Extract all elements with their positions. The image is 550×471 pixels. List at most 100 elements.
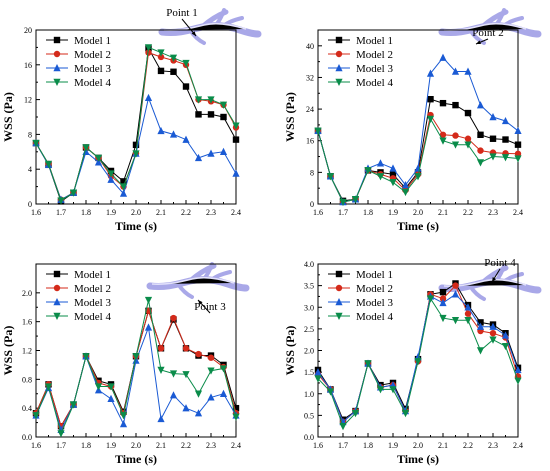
data-point-model-1 [170,68,177,75]
chart-panel-3: 1.6 1.7 1.8 1.9 2.0 2.1 2.2 2.3 2.4 0.0 0.4 0.8 1.2 1… [1,262,250,466]
series-line-model-4 [317,117,519,203]
legend-label: Model 3 [74,63,111,75]
legend-marker [53,312,61,320]
legend-label: Model 2 [356,49,393,61]
data-point-model-2 [452,282,459,289]
y-tick-label: 0.8 [22,375,32,384]
x-axis-label: Time (s) [397,219,439,233]
x-tick-label: 2.2 [181,441,191,450]
data-point-model-4 [364,360,372,368]
data-point-model-2 [439,295,447,302]
data-point-model-3 [207,149,215,157]
series-line-model-3 [35,96,237,201]
data-point-model-3 [426,69,435,77]
legend-label: Model 1 [356,269,393,281]
y-axis-label: WSS (Pa) [1,326,15,376]
vessel-branch-lower [468,28,486,45]
y-axis-label: WSS (Pa) [283,326,297,376]
point-annotation: Point 1 [166,7,197,19]
data-point-model-4 [219,101,228,109]
vessel-highlight [151,276,235,285]
x-tick-label: 2.3 [206,441,216,450]
data-point-model-4 [426,295,435,303]
data-point-model-1 [464,109,472,117]
data-point-model-2 [452,132,459,139]
data-point-model-4 [489,336,497,344]
legend-label: Model 1 [74,269,111,281]
data-point-model-1 [477,319,484,326]
legend-marker [53,298,61,306]
x-tick-label: 2.4 [513,208,523,217]
y-tick-label: 16 [24,61,32,70]
data-point-model-3 [194,153,203,162]
data-point-model-1 [389,171,397,178]
data-point-model-4 [426,115,435,123]
data-point-model-4 [107,170,115,178]
data-point-model-4 [451,317,460,325]
data-point-model-4 [157,49,165,57]
legend-marker [335,36,343,44]
data-point-model-3 [501,331,510,339]
data-point-model-4 [144,44,153,52]
data-point-model-3 [169,391,178,399]
data-point-model-2 [145,49,152,56]
data-point-model-4 [207,367,215,375]
point-annotation: Point 4 [484,257,516,269]
x-tick-label: 2.0 [413,441,423,450]
data-point-model-4 [514,377,522,385]
data-point-model-4 [169,54,178,62]
data-point-model-4 [326,173,335,181]
x-axis-label: Time (s) [115,452,157,466]
data-point-model-4 [476,347,485,355]
data-point-model-4 [489,153,497,161]
data-point-model-4 [182,371,190,379]
data-point-model-3 [232,169,240,177]
vessel-branch-lower [188,28,206,45]
legend-label: Model 3 [356,63,393,75]
legend-marker [335,284,343,292]
data-point-model-2 [157,345,165,352]
data-point-model-4 [144,296,153,305]
data-point-model-4 [194,390,203,398]
legend-label: Model 2 [74,283,111,295]
data-point-model-2 [439,131,447,138]
legend-label: Model 2 [356,283,393,295]
y-tick-label: 1.5 [304,368,314,377]
data-point-model-3 [207,393,215,401]
point-annotation: Point 2 [472,27,503,39]
vessel-illustration [438,8,542,45]
y-tick-label: 4.0 [304,260,314,269]
data-point-model-4 [414,358,422,366]
data-point-model-3 [401,181,410,189]
legend-marker [53,284,61,292]
x-tick-label: 1.9 [106,208,116,217]
data-point-model-4 [376,173,385,181]
data-point-model-4 [94,154,103,162]
x-tick-label: 2.1 [438,441,448,450]
data-point-model-2 [464,310,472,317]
data-point-model-4 [82,144,90,152]
series-line-model-1 [317,282,519,421]
plot-frame [35,263,237,438]
x-tick-label: 1.8 [81,441,91,450]
data-point-model-3 [389,164,397,172]
data-point-model-3 [476,322,485,330]
data-point-model-3 [476,101,485,109]
y-tick-label: 0 [28,200,32,209]
y-tick-label: 1.0 [304,390,314,399]
x-tick-label: 1.9 [388,441,398,450]
x-tick-label: 2.3 [488,441,498,450]
legend-label: Model 1 [74,35,111,47]
legend-marker [335,298,343,306]
data-point-model-3 [514,126,522,135]
legend-label: Model 4 [356,77,393,89]
legend-label: Model 4 [74,311,111,323]
x-tick-label: 2.0 [131,441,141,450]
y-tick-label: 0.4 [22,404,32,413]
legend-marker [53,64,61,72]
x-tick-label: 1.6 [313,441,323,450]
x-tick-label: 2.0 [413,208,423,217]
data-point-model-2 [170,314,177,322]
x-tick-label: 2.1 [156,441,166,450]
data-point-model-4 [32,412,40,420]
